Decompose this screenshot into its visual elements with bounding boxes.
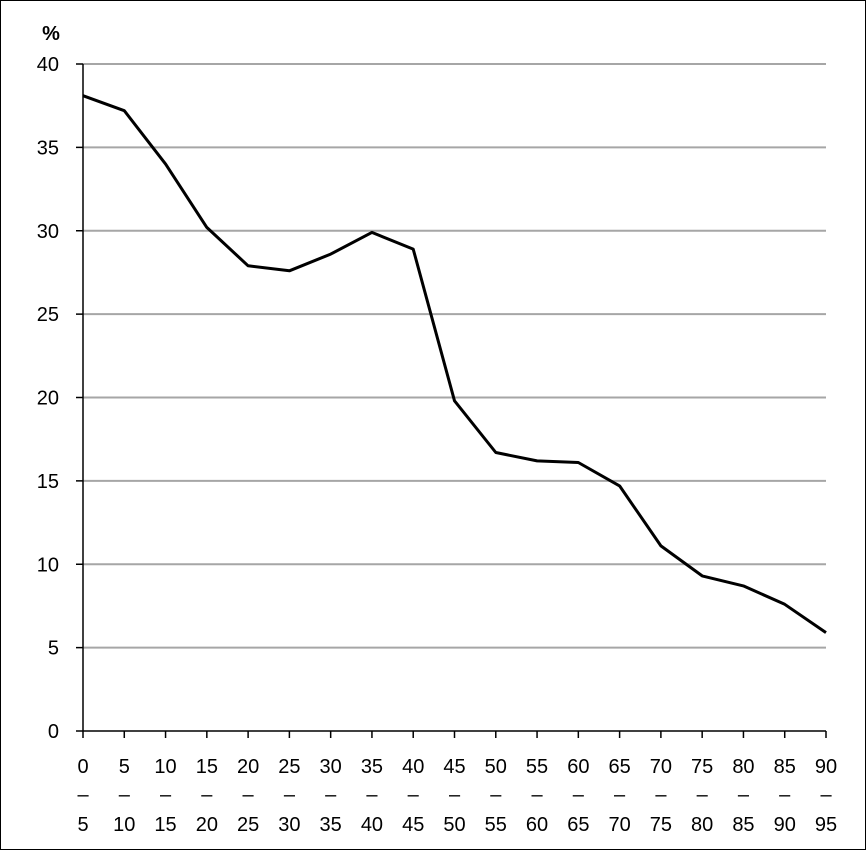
x-tick-label-dash: –: [573, 784, 585, 806]
x-tick-label-start: 70: [650, 756, 672, 778]
y-tick-label: 40: [37, 54, 59, 76]
x-axis-tick-labels: 0–55–1010–1515–2020–2525–3030–3535–4040–…: [77, 756, 837, 836]
x-tick-label-end: 5: [77, 814, 88, 836]
x-tick-label-end: 80: [691, 814, 713, 836]
x-tick-label-start: 5: [119, 756, 130, 778]
x-tick-label-dash: –: [201, 784, 213, 806]
x-tick-label-end: 45: [402, 814, 424, 836]
x-tick-label-dash: –: [284, 784, 296, 806]
y-tick-label: 0: [48, 721, 59, 743]
y-tick-label: 10: [37, 554, 59, 576]
x-tick-label-dash: –: [160, 784, 172, 806]
x-tick-label-dash: –: [449, 784, 461, 806]
x-tick-label-dash: –: [119, 784, 131, 806]
x-tick-label-end: 55: [485, 814, 507, 836]
x-tick-label-start: 35: [361, 756, 383, 778]
x-tick-label-start: 15: [196, 756, 218, 778]
x-tick-label-end: 30: [278, 814, 300, 836]
x-tick-label-dash: –: [779, 784, 791, 806]
x-tick-label-dash: –: [366, 784, 378, 806]
y-tick-label: 25: [37, 304, 59, 326]
x-tick-label-start: 65: [608, 756, 630, 778]
x-tick-label-start: 55: [526, 756, 548, 778]
x-tick-label-end: 95: [815, 814, 837, 836]
x-tick-label-dash: –: [820, 784, 832, 806]
x-tick-label-end: 20: [196, 814, 218, 836]
x-tick-label-start: 45: [443, 756, 465, 778]
x-tick-label-end: 75: [650, 814, 672, 836]
y-axis-unit-label: %: [42, 23, 60, 45]
y-tick-label: 5: [48, 638, 59, 660]
x-tick-label-start: 60: [567, 756, 589, 778]
x-tick-label-end: 10: [113, 814, 135, 836]
x-tick-label-dash: –: [408, 784, 420, 806]
x-tick-label-end: 40: [361, 814, 383, 836]
x-tick-label-start: 90: [815, 756, 837, 778]
axes: [76, 63, 827, 738]
x-tick-label-end: 35: [320, 814, 342, 836]
x-tick-label-end: 70: [608, 814, 630, 836]
x-tick-label-start: 80: [732, 756, 754, 778]
x-tick-label-end: 50: [443, 814, 465, 836]
x-tick-label-end: 65: [567, 814, 589, 836]
y-axis-tick-labels: 0 5 10 15 20 25 30 35 40: [37, 54, 59, 743]
y-tick-label: 20: [37, 388, 59, 410]
y-tick-label: 30: [37, 221, 59, 243]
x-tick-label-dash: –: [697, 784, 709, 806]
x-tick-label-dash: –: [738, 784, 750, 806]
x-tick-label-start: 30: [320, 756, 342, 778]
x-tick-label-dash: –: [531, 784, 543, 806]
y-tick-label: 35: [37, 137, 59, 159]
x-tick-label-start: 10: [154, 756, 176, 778]
series-line: [82, 94, 827, 634]
series-group: [82, 94, 827, 634]
x-tick-label-end: 90: [774, 814, 796, 836]
x-tick-label-start: 0: [77, 756, 88, 778]
x-tick-label-start: 20: [237, 756, 259, 778]
x-tick-label-dash: –: [243, 784, 255, 806]
y-tick-label: 15: [37, 471, 59, 493]
grid-lines: [83, 63, 826, 649]
x-tick-label-start: 85: [774, 756, 796, 778]
x-tick-label-dash: –: [77, 784, 89, 806]
x-tick-label-start: 40: [402, 756, 424, 778]
x-tick-label-dash: –: [325, 784, 337, 806]
x-tick-label-end: 85: [732, 814, 754, 836]
x-tick-label-dash: –: [614, 784, 626, 806]
x-tick-label-start: 25: [278, 756, 300, 778]
x-tick-label-dash: –: [655, 784, 667, 806]
x-tick-label-end: 25: [237, 814, 259, 836]
x-tick-label-end: 15: [154, 814, 176, 836]
x-tick-label-start: 75: [691, 756, 713, 778]
x-tick-label-start: 50: [485, 756, 507, 778]
x-tick-label-end: 60: [526, 814, 548, 836]
x-tick-label-dash: –: [490, 784, 502, 806]
